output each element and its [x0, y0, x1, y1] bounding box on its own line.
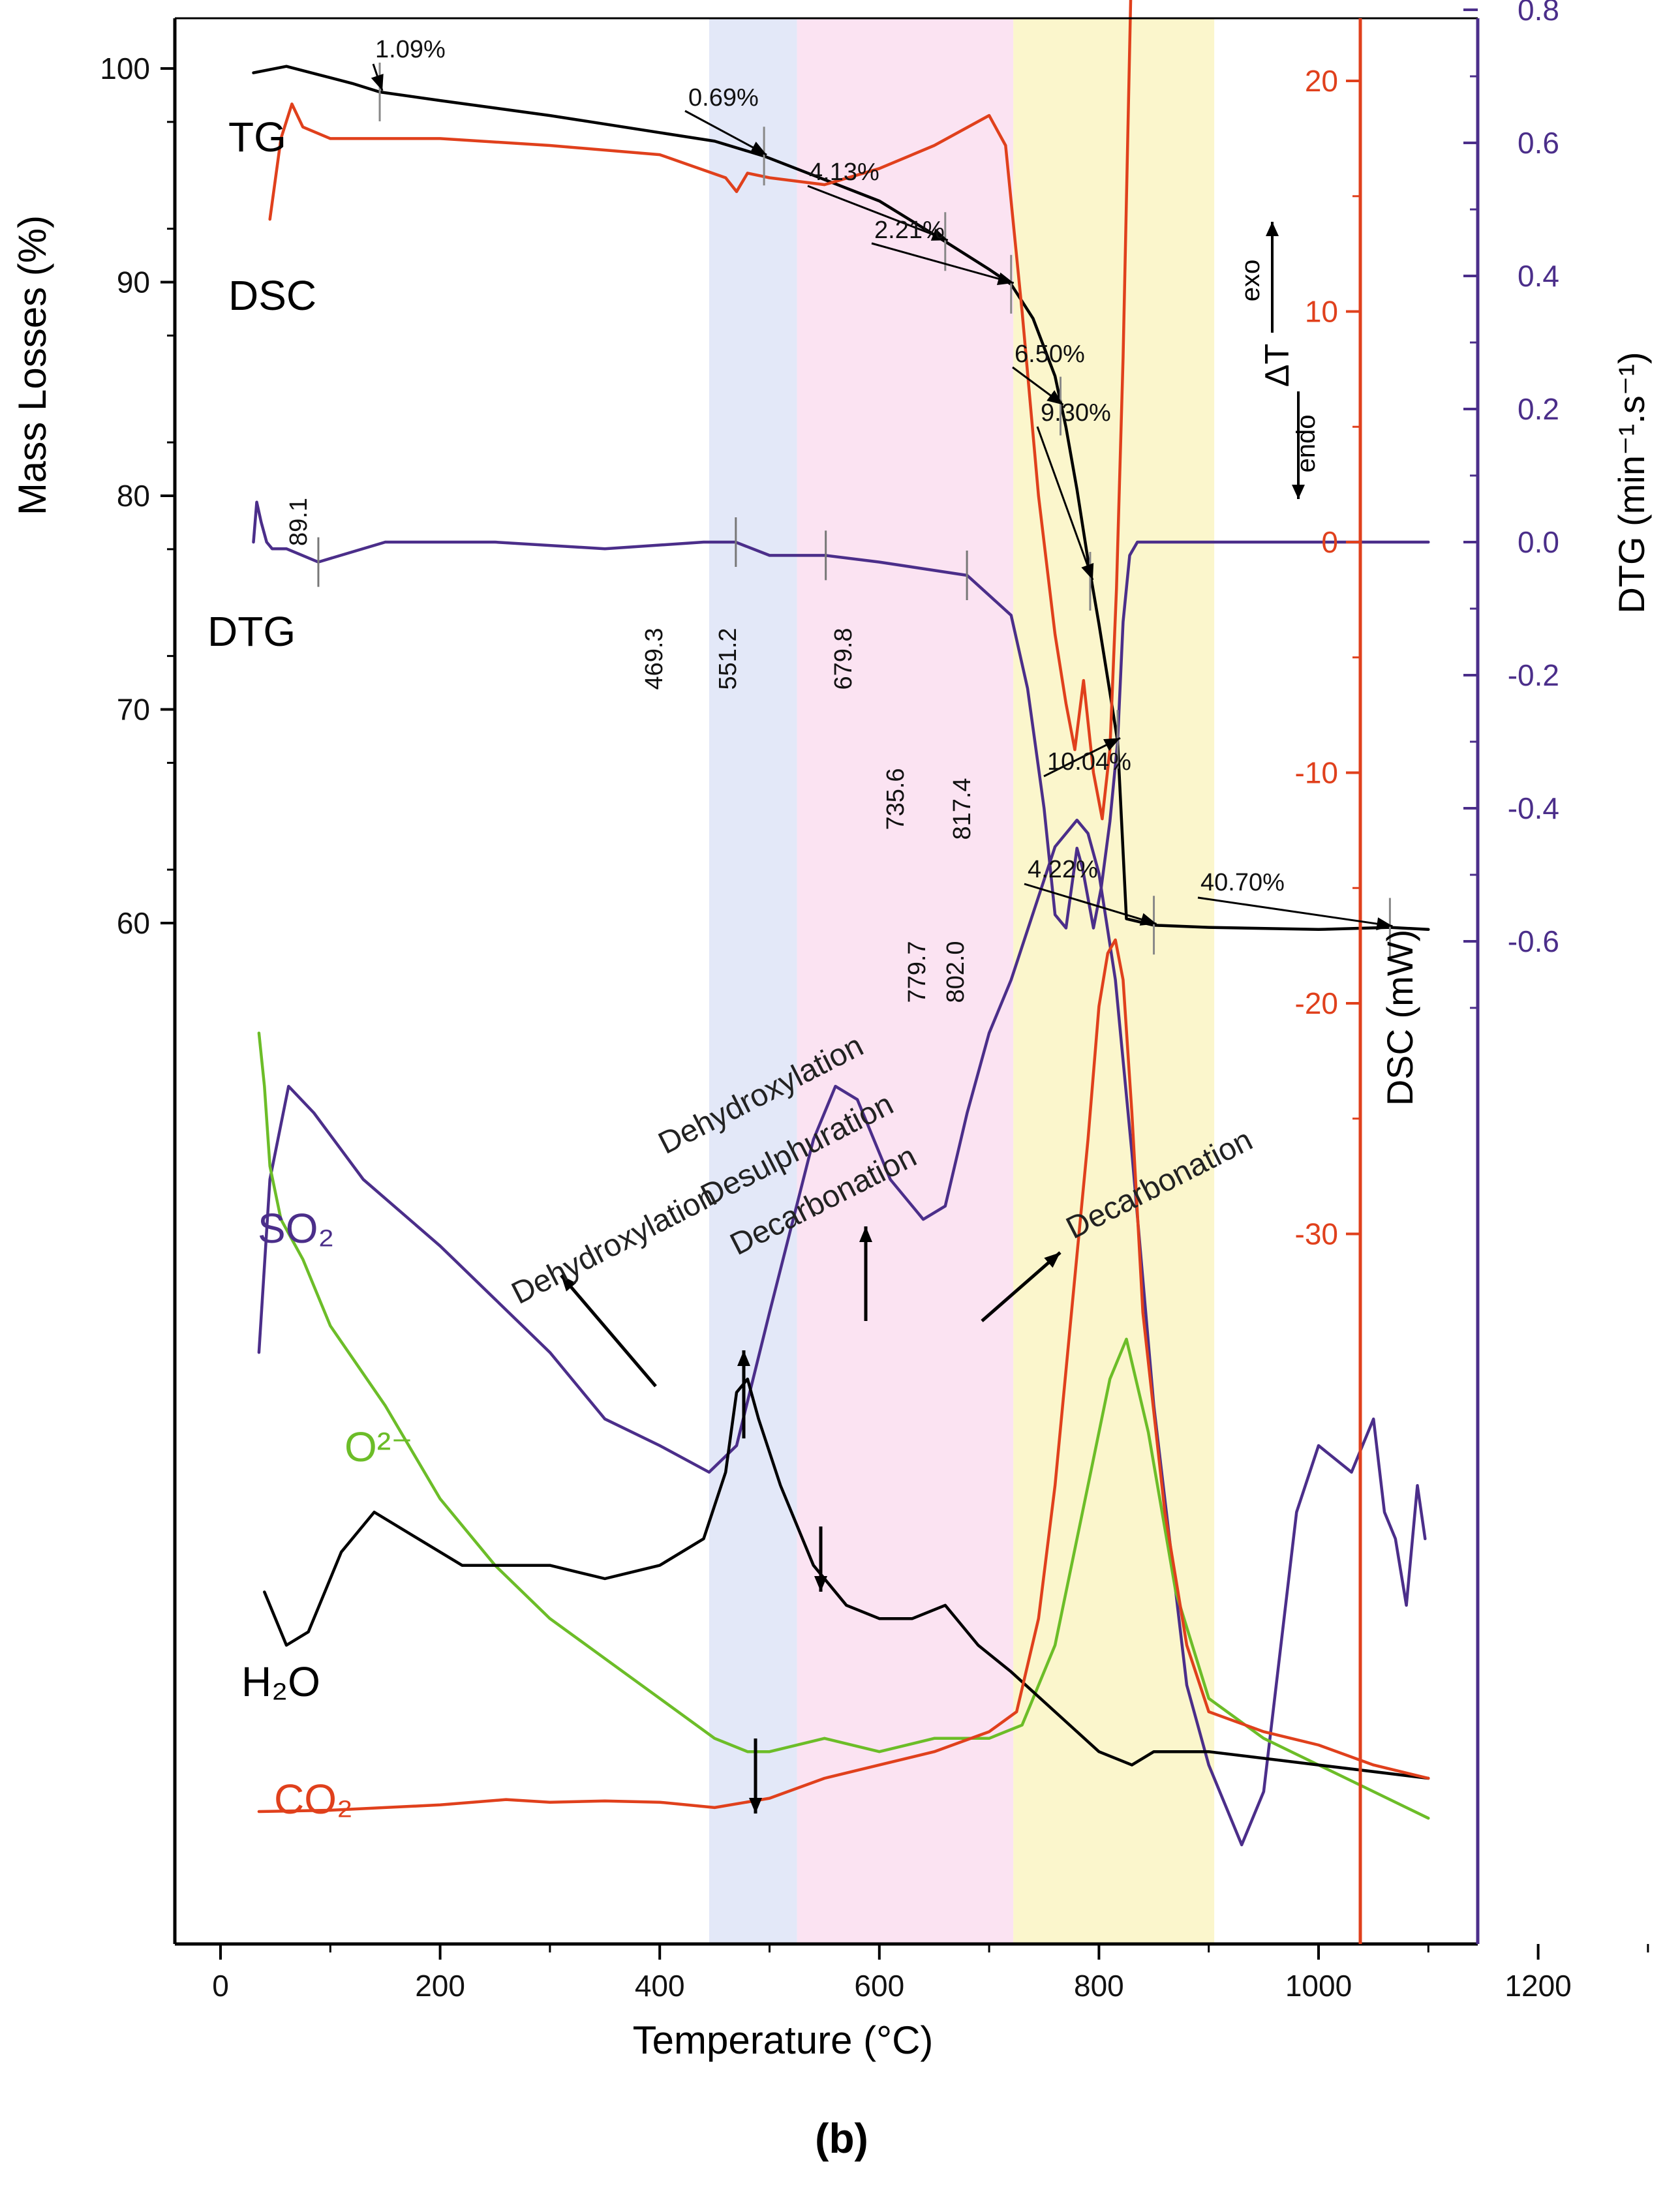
dtg-peak-label-6: 802.0: [942, 941, 970, 1003]
plot-annotations: 1.09% 0.69% 4.13% 2.21% 6.50% 9.30% 10.04% 4.22…: [285, 36, 1393, 1814]
dtg-peak-label-7: 817.4: [949, 778, 976, 840]
zone-band-0: [709, 18, 797, 1944]
y-dtg-tick-label-1: -0.4: [1508, 791, 1559, 825]
curve-label-3: SO₂: [258, 1205, 334, 1252]
process-label-0: Dehydroxylation: [506, 1178, 722, 1311]
tg-arrow-6-head: [1103, 738, 1121, 751]
series-line-2: [252, 500, 1430, 930]
x-tick-label-1: 200: [415, 1969, 465, 2003]
tg-arrow-8-head: [1376, 917, 1393, 930]
y-axis-left-label: Mass Losses (%): [10, 215, 54, 515]
y-dtg-tick-label-7: 0.8: [1518, 0, 1559, 27]
series-line-4: [257, 1031, 1430, 1820]
tg-arrow-1-head: [750, 142, 767, 155]
tg-arrow-3-head: [996, 272, 1014, 285]
y-dsc-tick-label-3: 0: [1321, 525, 1338, 559]
tg-annotation-1: 0.69%: [688, 84, 759, 112]
tg-annotation-4: 6.50%: [1015, 341, 1085, 368]
dtg-peak-label-3: 679.8: [830, 628, 857, 690]
curve-label-1: DSC: [228, 272, 316, 319]
tg-arrow-7-shaft: [1024, 883, 1157, 925]
y-dsc-tick-label-4: 10: [1305, 295, 1338, 329]
dtg-peak-label-1: 469.3: [641, 628, 668, 690]
endo-label: endo: [1292, 415, 1321, 473]
tg-annotation-7: 4.22%: [1028, 856, 1098, 883]
process-arrow-decarbonation-head: [1044, 1252, 1060, 1268]
figure-label: (b): [815, 2115, 868, 2162]
y-dsc-tick-label-1: -20: [1295, 986, 1338, 1020]
y-dtg-tick-label-6: 0.6: [1518, 126, 1559, 160]
x-tick-label-5: 1000: [1285, 1969, 1352, 2003]
y-axis-dtg-label: DTG (min⁻¹.s⁻¹): [1611, 352, 1652, 613]
y-dtg-tick-label-3: 0.0: [1518, 525, 1559, 559]
x-tick-label-4: 800: [1074, 1969, 1124, 2003]
curve-label-0: TG: [228, 114, 286, 160]
plot-curves: [252, 0, 1430, 1847]
curve-label-4: O²⁻: [344, 1423, 413, 1470]
process-arrow-dehydroxylation-shaft: [560, 1274, 657, 1388]
exo-arrowhead: [1266, 222, 1279, 236]
series-line-5: [263, 1377, 1430, 1780]
y-dtg-tick-label-4: 0.2: [1518, 392, 1559, 426]
curve-label-2: DTG: [207, 608, 296, 655]
tg-annotation-8: 40.70%: [1200, 869, 1285, 896]
y-axis-dsc-label: DSC (mW): [1379, 930, 1420, 1106]
y-left-tick-label-0: 60: [117, 906, 150, 940]
y-dsc-tick-label-0: -30: [1295, 1217, 1338, 1251]
process-arrow-dehydroxylation-head: [561, 1275, 577, 1292]
series-line-3: [257, 818, 1427, 1847]
curve-label-6: CO₂: [274, 1776, 353, 1823]
y-dtg-tick-label-5: 0.4: [1518, 259, 1559, 293]
tg-annotation-5: 9.30%: [1041, 399, 1111, 427]
tg-arrow-0-head: [371, 74, 384, 91]
y-left-tick-label-2: 80: [117, 479, 150, 513]
up-arrow-1-head: [737, 1350, 750, 1366]
series-line-6: [257, 938, 1430, 1814]
process-arrow-decarbonation-shaft: [981, 1251, 1061, 1322]
tg-arrow-5-shaft: [1036, 426, 1094, 581]
y-left-tick-label-1: 70: [117, 693, 150, 727]
delta-t-label: ΔT: [1259, 344, 1296, 387]
down-arrow-co2-head: [749, 1798, 762, 1814]
y-dtg-tick-label-2: -0.2: [1508, 658, 1559, 692]
tg-annotation-3: 2.21%: [874, 217, 945, 244]
down-arrow-h2o-head: [814, 1576, 827, 1592]
tg-annotation-2: 4.13%: [809, 159, 879, 186]
tg-arrow-2-head: [930, 228, 948, 241]
tg-arrow-5-head: [1081, 563, 1094, 580]
y-dtg-tick-label-0: -0.6: [1508, 924, 1559, 958]
x-axis-label: Temperature (°C): [633, 2018, 934, 2062]
delta-t-indicator: ΔT exo endo: [1236, 222, 1321, 499]
tg-arrow-3-shaft: [871, 242, 1015, 284]
zone-band-1: [797, 18, 1014, 1944]
x-tick-label-2: 400: [635, 1969, 685, 2003]
y-dsc-tick-label-5: 20: [1305, 64, 1338, 98]
x-tick-label-3: 600: [854, 1969, 904, 2003]
dtg-peak-label-0: 89.1: [285, 498, 313, 546]
dtg-peak-label-5: 779.7: [904, 941, 931, 1003]
exo-label: exo: [1236, 260, 1265, 302]
curve-label-5: H₂O: [241, 1658, 320, 1705]
tg-arrow-7-head: [1139, 913, 1157, 926]
x-tick-label-6: 1200: [1504, 1969, 1571, 2003]
dtg-peak-label-4: 735.6: [882, 768, 909, 830]
x-tick-label-0: 0: [212, 1969, 229, 2003]
tg-annotation-0: 1.09%: [375, 36, 446, 63]
dtg-peak-label-2: 551.2: [714, 628, 742, 690]
y-left-tick-label-3: 90: [117, 266, 150, 299]
up-arrow-2-head: [859, 1226, 872, 1242]
series-line-1: [268, 0, 1133, 821]
endo-arrowhead: [1292, 485, 1305, 499]
tg-arrow-2-shaft: [807, 185, 949, 241]
y-left-tick-label-4: 100: [100, 52, 150, 85]
tg-arrow-8-shaft: [1197, 896, 1393, 928]
y-dsc-tick-label-2: -10: [1295, 756, 1338, 790]
tg-arrow-4-head: [1046, 390, 1063, 405]
tg-annotation-6: 10.04%: [1047, 748, 1131, 776]
